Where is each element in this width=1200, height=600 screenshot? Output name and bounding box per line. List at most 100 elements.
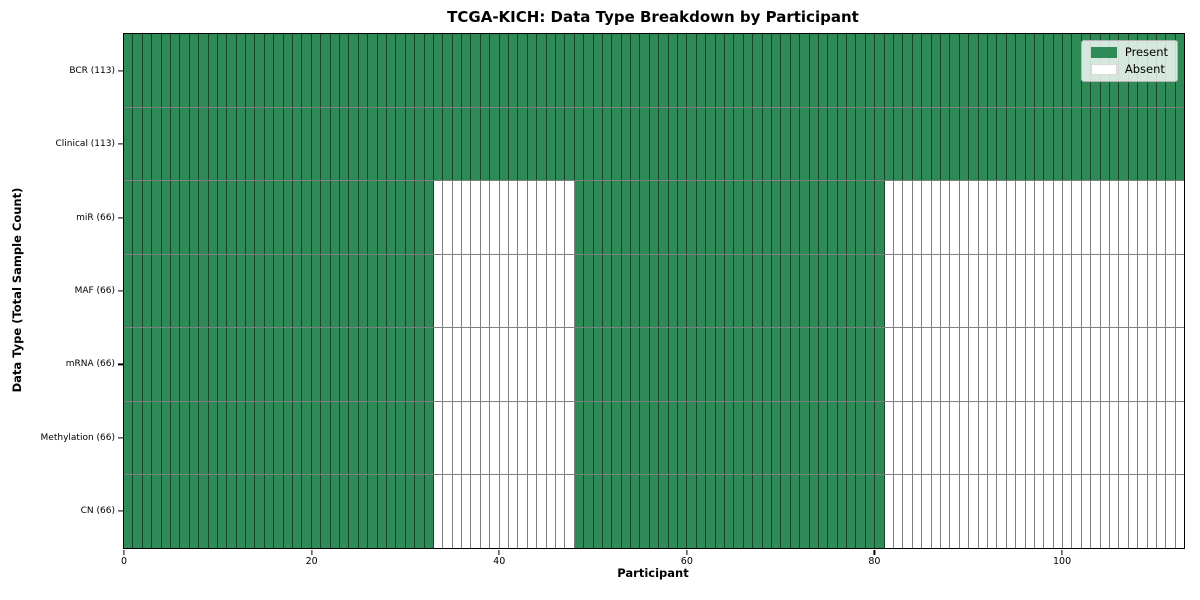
- heatmap-cell: [509, 34, 519, 107]
- heatmap-cell: [1128, 107, 1139, 181]
- heatmap-cell: [912, 181, 923, 254]
- heatmap-cell: [978, 254, 988, 328]
- heatmap-cell: [462, 401, 472, 475]
- heatmap-cell: [133, 475, 143, 549]
- heatmap-cell: [462, 181, 472, 254]
- heatmap-cell: [875, 107, 885, 181]
- heatmap-cell: [612, 401, 622, 475]
- heatmap-cell: [1156, 254, 1167, 328]
- heatmap-cell: [180, 34, 190, 107]
- heatmap-cell: [217, 107, 228, 181]
- heatmap-cell: [1016, 401, 1026, 475]
- heatmap-cell: [1034, 107, 1045, 181]
- heatmap-cell: [753, 254, 763, 328]
- heatmap-cell: [659, 181, 669, 254]
- heatmap-cell: [931, 475, 941, 549]
- heatmap-cell: [1119, 254, 1129, 328]
- heatmap-cell: [161, 254, 171, 328]
- heatmap-cell: [565, 401, 575, 475]
- heatmap-cell: [922, 107, 932, 181]
- heatmap-cell: [339, 34, 350, 107]
- heatmap-cell: [781, 328, 791, 401]
- heatmap-cell: [950, 401, 960, 475]
- heatmap-cell: [828, 181, 838, 254]
- heatmap-cell: [518, 475, 528, 549]
- heatmap-cell: [1100, 401, 1111, 475]
- heatmap-cell: [293, 475, 303, 549]
- heatmap-cell: [1175, 475, 1185, 549]
- heatmap-cell: [743, 181, 754, 254]
- heatmap-cell: [255, 107, 265, 181]
- heatmap-cell: [330, 328, 340, 401]
- x-tick-mark: [123, 549, 125, 555]
- heatmap-cell: [377, 475, 387, 549]
- heatmap-cell: [781, 107, 791, 181]
- heatmap-cell: [828, 328, 838, 401]
- heatmap-cell: [612, 107, 622, 181]
- heatmap-cell: [865, 107, 876, 181]
- heatmap-cell: [912, 34, 923, 107]
- heatmap-cell: [302, 475, 312, 549]
- heatmap-cell: [621, 254, 632, 328]
- heatmap-cell: [809, 181, 819, 254]
- heatmap-cell: [152, 475, 162, 549]
- heatmap-cell: [152, 181, 162, 254]
- heatmap-cell: [894, 107, 904, 181]
- heatmap-cell: [894, 34, 904, 107]
- heatmap-cell: [706, 254, 716, 328]
- heatmap-cell: [950, 34, 960, 107]
- heatmap-cell: [452, 475, 463, 549]
- heatmap-cell: [715, 34, 725, 107]
- heatmap-cell: [358, 328, 369, 401]
- heatmap-cell: [1138, 401, 1148, 475]
- heatmap-cell: [706, 107, 716, 181]
- heatmap-cell: [386, 107, 397, 181]
- heatmap-cell: [349, 107, 359, 181]
- heatmap-cell: [649, 34, 660, 107]
- heatmap-cell: [931, 181, 941, 254]
- heatmap-cell: [696, 107, 707, 181]
- heatmap-cell: [170, 328, 181, 401]
- heatmap-cell: [152, 254, 162, 328]
- heatmap-cell: [1053, 401, 1064, 475]
- heatmap-cell: [358, 475, 369, 549]
- heatmap-cell: [274, 34, 284, 107]
- heatmap-cell: [621, 181, 632, 254]
- heatmap-cell: [856, 328, 866, 401]
- heatmap-cell: [668, 328, 679, 401]
- heatmap-cell: [884, 254, 895, 328]
- heatmap-cell: [593, 181, 603, 254]
- heatmap-cell: [124, 254, 134, 328]
- heatmap-cell: [621, 107, 632, 181]
- heatmap-row-miR: [124, 181, 1185, 255]
- heatmap-cell: [1016, 254, 1026, 328]
- heatmap-cell: [1091, 254, 1101, 328]
- heatmap-cell: [1128, 181, 1139, 254]
- heatmap-cell: [640, 254, 650, 328]
- heatmap-cell: [208, 254, 218, 328]
- heatmap-cell: [452, 107, 463, 181]
- heatmap-cell: [518, 254, 528, 328]
- heatmap-cell: [987, 401, 998, 475]
- heatmap-cell: [161, 475, 171, 549]
- heatmap-cell: [283, 107, 294, 181]
- heatmap-cell: [931, 34, 941, 107]
- heatmap-cell: [696, 181, 707, 254]
- heatmap-cell: [152, 401, 162, 475]
- heatmap-cell: [959, 34, 970, 107]
- heatmap-cell: [997, 34, 1007, 107]
- heatmap-cell: [1044, 475, 1054, 549]
- heatmap-cell: [358, 181, 369, 254]
- x-axis-label: Participant: [617, 566, 689, 580]
- heatmap-cell: [321, 328, 331, 401]
- heatmap-cell: [142, 254, 153, 328]
- heatmap-cell: [1063, 107, 1073, 181]
- heatmap-cell: [490, 328, 500, 401]
- heatmap-cell: [236, 107, 247, 181]
- heatmap-cell: [199, 107, 209, 181]
- heatmap-cell: [865, 401, 876, 475]
- heatmap-cell: [649, 107, 660, 181]
- heatmap-cell: [264, 401, 275, 475]
- heatmap-cell: [170, 34, 181, 107]
